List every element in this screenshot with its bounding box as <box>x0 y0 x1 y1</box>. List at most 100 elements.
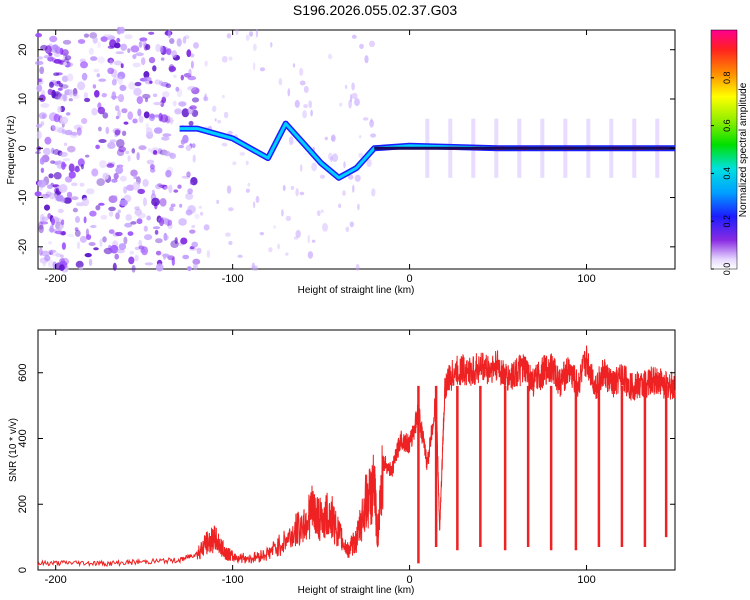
noise-blob <box>259 232 264 236</box>
noise-blob <box>245 188 250 193</box>
noise-blob <box>115 231 123 237</box>
x-tick-label: -200 <box>45 574 67 586</box>
noise-blob <box>227 130 233 136</box>
noise-blob <box>169 38 175 44</box>
noise-blob <box>198 205 202 209</box>
noise-blob <box>221 94 225 99</box>
noise-blob <box>358 135 362 139</box>
noise-blob <box>216 199 220 204</box>
colorbar: 0.0 0.2 0.4 0.6 0.8 Normalized spectral ampl… <box>710 29 749 275</box>
noise-blob <box>255 195 260 203</box>
ridge-inner <box>179 122 675 180</box>
noise-blob <box>142 93 151 99</box>
noise-blob <box>134 81 142 87</box>
noise-blob <box>171 50 177 58</box>
noise-blob <box>145 97 148 103</box>
noise-blob <box>155 183 162 190</box>
noise-blob <box>185 145 192 151</box>
noise-blob <box>37 56 44 60</box>
noise-blob <box>228 207 234 212</box>
noise-blob <box>76 127 82 136</box>
noise-blob <box>170 203 176 208</box>
noise-blob <box>55 253 62 258</box>
noise-blob <box>310 109 313 117</box>
noise-blob <box>39 66 45 75</box>
noise-blob <box>119 84 127 91</box>
noise-blob <box>67 233 74 238</box>
noise-blob <box>118 76 123 86</box>
noise-blob <box>327 53 333 60</box>
noise-blob <box>127 48 131 53</box>
noise-blob <box>137 108 142 117</box>
noise-blob <box>178 144 185 149</box>
noise-blob <box>354 98 360 107</box>
noise-blob <box>125 214 132 221</box>
y-tick-label: 200 <box>17 495 29 513</box>
noise-blob <box>68 171 76 179</box>
noise-blob <box>249 31 254 37</box>
noise-blob <box>127 231 134 236</box>
noise-blob <box>159 198 167 207</box>
noise-blob <box>190 177 198 186</box>
noise-blob <box>152 93 158 98</box>
noise-blob <box>60 196 66 203</box>
noise-blob <box>180 74 184 81</box>
noise-blob <box>370 133 377 138</box>
noise-blob <box>108 206 116 212</box>
noise-blob <box>67 145 76 153</box>
noise-blob <box>48 52 53 56</box>
noise-blob <box>130 221 137 225</box>
noise-blob <box>95 205 101 211</box>
noise-blob <box>98 139 107 143</box>
noise-blob <box>212 105 217 113</box>
noise-blob <box>189 229 196 234</box>
colorbar-tick-label: 0.8 <box>722 72 732 85</box>
noise-blob <box>292 63 296 68</box>
noise-blob <box>180 237 188 245</box>
noise-blob <box>191 225 196 228</box>
noise-blob <box>172 100 177 107</box>
noise-blob <box>147 148 152 153</box>
noise-blob <box>247 182 251 187</box>
noise-blob <box>290 185 295 190</box>
noise-blob <box>152 150 158 155</box>
noise-blob <box>127 111 133 120</box>
noise-blob <box>63 142 68 146</box>
noise-blob <box>123 121 129 125</box>
noise-blob <box>51 125 55 129</box>
noise-blob <box>61 161 66 170</box>
noise-blob <box>49 81 54 88</box>
noise-blob <box>66 73 74 82</box>
noise-blob <box>116 139 125 148</box>
noise-blob <box>86 234 92 241</box>
noise-blob <box>114 42 121 49</box>
noise-blob <box>80 61 88 69</box>
snr-line <box>37 345 676 568</box>
noise-blob <box>134 254 139 262</box>
noise-blob <box>77 39 86 44</box>
noise-blob <box>81 72 88 81</box>
snr-x-ticks: -200 -100 0 100 <box>45 330 596 586</box>
noise-blob <box>194 213 200 220</box>
noise-blob <box>37 78 42 83</box>
y-tick-label: 20 <box>17 44 29 56</box>
noise-blob <box>43 147 51 156</box>
noise-blob <box>118 166 123 170</box>
snr-x-axis-label: Height of straight line (km) <box>298 585 415 596</box>
noise-blob <box>359 43 364 50</box>
noise-blob <box>245 34 250 41</box>
noise-blob <box>203 224 210 231</box>
noise-blob <box>188 120 194 126</box>
noise-blob <box>226 185 232 194</box>
noise-blob <box>295 188 299 197</box>
noise-blob <box>185 192 194 200</box>
noise-blob <box>181 175 191 179</box>
noise-blob <box>302 110 307 119</box>
noise-blob <box>105 126 110 135</box>
noise-blob <box>251 262 255 270</box>
noise-blob <box>98 78 107 82</box>
noise-blob <box>144 262 154 266</box>
noise-blob <box>92 36 98 44</box>
noise-blob <box>38 224 44 234</box>
noise-blob <box>99 160 107 169</box>
